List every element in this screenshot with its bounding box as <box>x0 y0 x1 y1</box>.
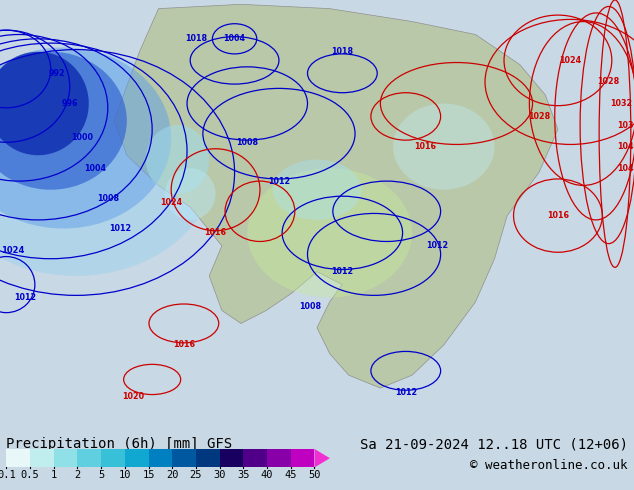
Ellipse shape <box>146 125 209 194</box>
Text: 1004: 1004 <box>84 164 106 172</box>
Bar <box>172 449 196 467</box>
Text: 0.1: 0.1 <box>0 470 16 480</box>
Bar <box>30 449 54 467</box>
Text: 50: 50 <box>308 470 321 480</box>
Text: 15: 15 <box>142 470 155 480</box>
Bar <box>243 449 267 467</box>
Text: 1024: 1024 <box>160 198 182 207</box>
Text: 35: 35 <box>237 470 250 480</box>
Text: 20: 20 <box>166 470 179 480</box>
Text: 1028: 1028 <box>527 112 550 121</box>
Bar <box>291 449 314 467</box>
Text: 1004: 1004 <box>224 34 245 43</box>
Text: 45: 45 <box>285 470 297 480</box>
Text: 1016: 1016 <box>173 341 195 349</box>
Text: 1012: 1012 <box>110 224 131 233</box>
Text: 1018: 1018 <box>186 34 207 43</box>
Text: 25: 25 <box>190 470 202 480</box>
Text: 1040: 1040 <box>617 142 634 151</box>
Text: 1: 1 <box>51 470 57 480</box>
Text: Sa 21-09-2024 12..18 UTC (12+06): Sa 21-09-2024 12..18 UTC (12+06) <box>359 437 628 451</box>
Text: 992: 992 <box>49 69 65 78</box>
Text: 1012: 1012 <box>332 267 353 276</box>
Bar <box>125 449 148 467</box>
Bar <box>101 449 125 467</box>
Text: 1008: 1008 <box>97 194 119 203</box>
Bar <box>148 449 172 467</box>
Bar <box>6 449 30 467</box>
Text: 1008: 1008 <box>236 138 258 147</box>
Text: 10: 10 <box>119 470 131 480</box>
Ellipse shape <box>393 103 495 190</box>
Text: © weatheronline.co.uk: © weatheronline.co.uk <box>470 459 628 472</box>
Text: 1036: 1036 <box>617 121 634 129</box>
Polygon shape <box>114 4 558 388</box>
Text: 1012: 1012 <box>427 241 448 250</box>
Text: 1028: 1028 <box>597 77 620 86</box>
Text: 1016: 1016 <box>547 211 569 220</box>
Text: 1016: 1016 <box>205 228 226 237</box>
Text: 996: 996 <box>61 99 78 108</box>
Bar <box>54 449 77 467</box>
Bar <box>77 449 101 467</box>
Text: 1008: 1008 <box>300 302 321 311</box>
Text: 1000: 1000 <box>72 133 93 143</box>
Ellipse shape <box>0 52 127 190</box>
Text: 2: 2 <box>74 470 81 480</box>
Bar <box>267 449 291 467</box>
Text: 1024: 1024 <box>1 245 24 255</box>
Text: 40: 40 <box>261 470 273 480</box>
Text: 30: 30 <box>214 470 226 480</box>
Ellipse shape <box>0 48 171 228</box>
Text: 1032: 1032 <box>611 99 632 108</box>
Ellipse shape <box>165 168 216 220</box>
Ellipse shape <box>247 168 412 297</box>
Text: 1012: 1012 <box>15 293 36 302</box>
Text: 5: 5 <box>98 470 104 480</box>
Bar <box>196 449 219 467</box>
Ellipse shape <box>0 52 89 155</box>
Text: 1016: 1016 <box>414 142 436 151</box>
Text: 1024: 1024 <box>560 56 581 65</box>
Text: 1018: 1018 <box>332 47 353 56</box>
Text: 1020: 1020 <box>122 392 144 401</box>
Ellipse shape <box>273 160 361 220</box>
Polygon shape <box>314 449 330 467</box>
Text: 1044: 1044 <box>617 164 634 172</box>
Ellipse shape <box>0 52 216 276</box>
Text: 0.5: 0.5 <box>21 470 39 480</box>
Text: Precipitation (6h) [mm] GFS: Precipitation (6h) [mm] GFS <box>6 437 233 451</box>
Text: 1012: 1012 <box>395 388 417 397</box>
Text: 1012: 1012 <box>268 176 290 186</box>
Bar <box>219 449 243 467</box>
